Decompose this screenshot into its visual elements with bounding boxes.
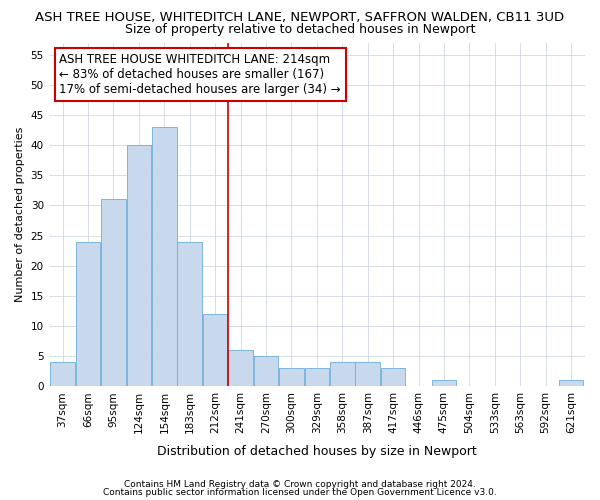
- Bar: [279, 368, 304, 386]
- Bar: [431, 380, 456, 386]
- Bar: [254, 356, 278, 386]
- Bar: [178, 242, 202, 386]
- Text: ASH TREE HOUSE, WHITEDITCH LANE, NEWPORT, SAFFRON WALDEN, CB11 3UD: ASH TREE HOUSE, WHITEDITCH LANE, NEWPORT…: [35, 11, 565, 24]
- X-axis label: Distribution of detached houses by size in Newport: Distribution of detached houses by size …: [157, 444, 477, 458]
- Text: Contains HM Land Registry data © Crown copyright and database right 2024.: Contains HM Land Registry data © Crown c…: [124, 480, 476, 489]
- Bar: [50, 362, 75, 386]
- Bar: [305, 368, 329, 386]
- Text: Contains public sector information licensed under the Open Government Licence v3: Contains public sector information licen…: [103, 488, 497, 497]
- Bar: [101, 200, 126, 386]
- Bar: [152, 127, 176, 386]
- Bar: [76, 242, 100, 386]
- Text: Size of property relative to detached houses in Newport: Size of property relative to detached ho…: [125, 22, 475, 36]
- Bar: [381, 368, 406, 386]
- Bar: [330, 362, 355, 386]
- Bar: [355, 362, 380, 386]
- Bar: [203, 314, 227, 386]
- Bar: [127, 145, 151, 386]
- Bar: [228, 350, 253, 387]
- Bar: [559, 380, 583, 386]
- Text: ASH TREE HOUSE WHITEDITCH LANE: 214sqm
← 83% of detached houses are smaller (167: ASH TREE HOUSE WHITEDITCH LANE: 214sqm ←…: [59, 53, 341, 96]
- Y-axis label: Number of detached properties: Number of detached properties: [15, 127, 25, 302]
